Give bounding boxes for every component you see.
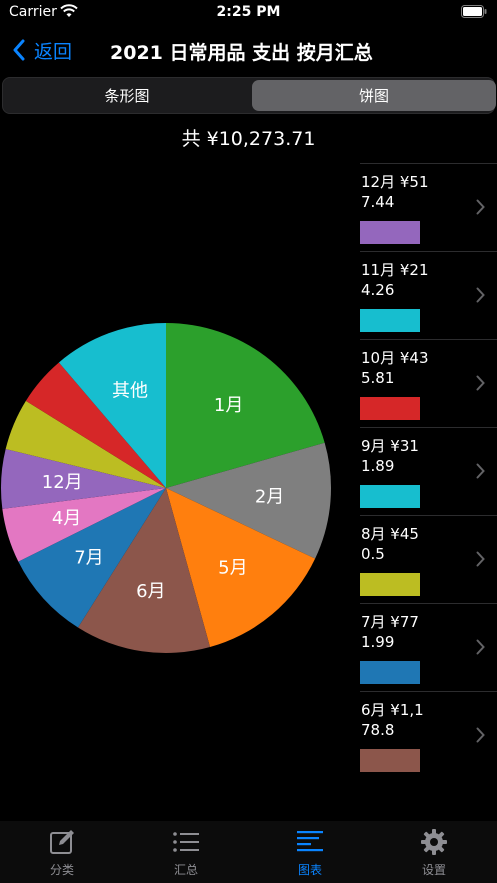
legend-text: 6月 ¥1,178.8 [361, 701, 424, 739]
pie-slice[interactable] [58, 323, 166, 488]
pie-slice[interactable] [0, 449, 166, 509]
legend-item[interactable]: 7月 ¥771.99 [360, 603, 497, 691]
clock: 2:25 PM [216, 4, 281, 20]
legend-text: 11月 ¥214.26 [361, 261, 429, 299]
pie-slice-label: 4月 [52, 508, 81, 529]
pie-chart-svg: 1月 2月 5月 6月 7月 4月 12月 其他 [0, 323, 331, 653]
segment-pie-chart[interactable]: 饼图 [252, 80, 496, 111]
status-bar: Carrier 2:25 PM [0, 0, 497, 26]
pie-slice[interactable] [166, 442, 331, 559]
tab-label-settings: 设置 [421, 863, 446, 877]
chevron-right-icon [476, 639, 485, 655]
tab-label-chart: 图表 [297, 863, 322, 877]
page-title: 2021 日常用品 支出 按月汇总 [110, 42, 373, 64]
segment-bar-chart[interactable]: 条形图 [104, 87, 150, 105]
wifi-icon [60, 4, 78, 17]
chart-lines-icon [297, 831, 323, 852]
chevron-right-icon [476, 375, 485, 391]
carrier-label: Carrier [9, 4, 57, 20]
legend-text: 7月 ¥771.99 [361, 613, 419, 651]
navigation-bar: 返回 2021 日常用品 支出 按月汇总 [0, 28, 497, 72]
legend-color-swatch [360, 573, 420, 596]
legend-text: 8月 ¥450.5 [361, 525, 419, 563]
pie-slice[interactable] [5, 400, 166, 488]
legend-text: 9月 ¥311.89 [361, 437, 419, 475]
legend-list[interactable]: 12月 ¥517.44 11月 ¥214.26 10月 ¥435.81 9月 ¥311… [360, 163, 497, 818]
chevron-right-icon [476, 727, 485, 743]
legend-text: 12月 ¥517.44 [361, 173, 429, 211]
pie-slice-label: 2月 [255, 487, 284, 508]
pie-slice-label: 5月 [218, 558, 247, 579]
pie-chart[interactable]: 1月 2月 5月 6月 7月 4月 12月 其他 [0, 322, 332, 654]
chevron-left-icon [13, 39, 25, 61]
legend-text: 10月 ¥435.81 [361, 349, 429, 387]
pie-slice-label: 6月 [136, 581, 165, 602]
chevron-right-icon [476, 199, 485, 215]
legend-color-swatch [360, 397, 420, 420]
list-icon [173, 832, 199, 852]
chevron-right-icon [476, 463, 485, 479]
pie-slice[interactable] [2, 488, 166, 562]
pie-slice-label: 其他 [112, 380, 148, 401]
back-label: 返回 [34, 40, 73, 63]
legend-color-swatch [360, 661, 420, 684]
legend-color-swatch [360, 485, 420, 508]
chart-type-segmented-control: 条形图 饼图 [2, 77, 496, 114]
pie-slice[interactable] [77, 488, 211, 653]
gear-icon [421, 829, 447, 855]
tab-label-category: 分类 [49, 863, 74, 877]
tab-bar: 分类 汇总 图表 [0, 821, 497, 883]
back-button[interactable]: 返回 [12, 36, 72, 64]
pie-slice[interactable] [18, 488, 166, 628]
legend-item[interactable]: 9月 ¥311.89 [360, 427, 497, 515]
pie-slice-label: 12月 [42, 472, 83, 493]
legend-color-swatch [360, 221, 420, 244]
tab-category[interactable]: 分类 [0, 821, 124, 883]
pie-slice[interactable] [166, 488, 316, 648]
legend-color-swatch [360, 749, 420, 772]
edit-icon [50, 830, 74, 854]
tab-chart[interactable]: 图表 [248, 821, 372, 883]
total-amount: 共 ¥10,273.71 [181, 128, 316, 150]
legend-item[interactable]: 10月 ¥435.81 [360, 339, 497, 427]
tab-label-summary: 汇总 [173, 863, 198, 877]
battery-icon [461, 5, 487, 18]
pie-slice-label: 7月 [74, 548, 103, 569]
pie-slice[interactable] [25, 362, 166, 488]
legend-item[interactable]: 6月 ¥1,178.8 [360, 691, 497, 779]
pie-slice-label: 1月 [214, 395, 243, 416]
pie-slice[interactable] [166, 323, 325, 488]
legend-item[interactable]: 8月 ¥450.5 [360, 515, 497, 603]
chevron-right-icon [476, 551, 485, 567]
legend-item[interactable]: 11月 ¥214.26 [360, 251, 497, 339]
legend-color-swatch [360, 309, 420, 332]
legend-item[interactable]: 12月 ¥517.44 [360, 163, 497, 251]
tab-settings[interactable]: 设置 [372, 821, 496, 883]
tab-summary[interactable]: 汇总 [124, 821, 248, 883]
chevron-right-icon [476, 287, 485, 303]
